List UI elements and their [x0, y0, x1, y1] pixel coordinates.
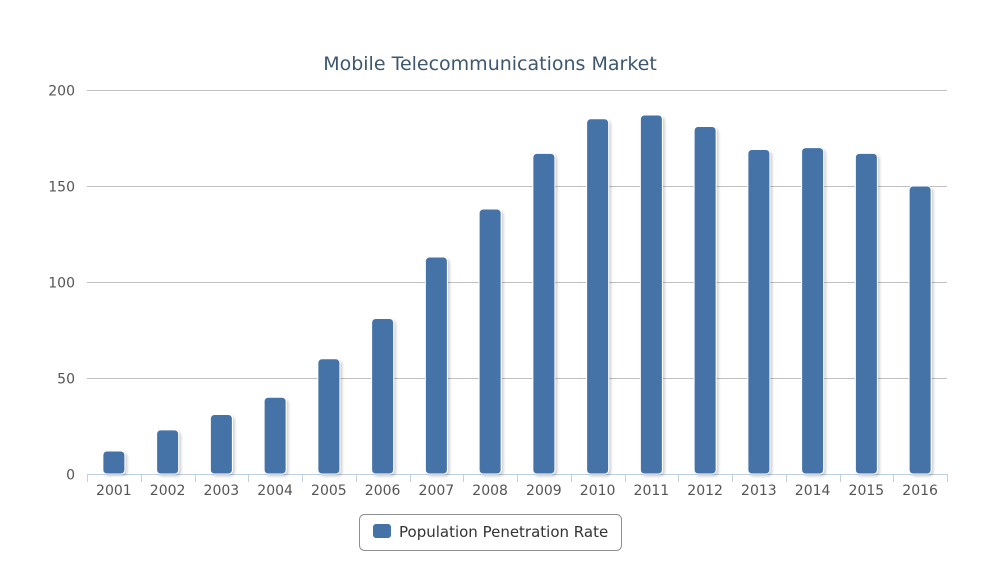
bar-2013[interactable] [747, 149, 771, 475]
y-axis-ticks: 0 50 100 150 200 [48, 84, 75, 484]
x-tick-label: 2002 [150, 483, 186, 499]
y-tick-label: 150 [48, 180, 75, 196]
legend-swatch [373, 524, 391, 538]
bar-2006[interactable] [371, 317, 395, 475]
x-tick-label: 2016 [902, 483, 938, 499]
bar-2007[interactable] [424, 256, 448, 475]
bar-2002[interactable] [156, 429, 180, 475]
x-tick-label: 2012 [687, 483, 723, 499]
bar-2009[interactable] [532, 152, 556, 475]
chart-title: Mobile Telecommunications Market [323, 53, 657, 75]
bar-2003[interactable] [209, 413, 233, 475]
bar-2011[interactable] [639, 114, 663, 475]
x-tick-label: 2008 [472, 483, 508, 499]
bar-2005[interactable] [317, 358, 341, 475]
x-tick-label: 2004 [257, 483, 293, 499]
y-tick-label: 0 [66, 468, 75, 484]
x-tick-label: 2003 [204, 483, 240, 499]
x-axis: 2001 2002 2003 2004 2005 2006 2007 2008 2009 2010… [87, 474, 948, 499]
bar-series[interactable] [102, 114, 932, 475]
bar-2016[interactable] [908, 185, 932, 475]
x-tick-label: 2011 [634, 483, 670, 499]
bar-2012[interactable] [693, 125, 717, 475]
x-tick-label: 2014 [795, 483, 831, 499]
bar-2015[interactable] [854, 152, 878, 475]
legend-box [359, 514, 622, 551]
legend-label[interactable]: Population Penetration Rate [399, 523, 608, 541]
legend[interactable]: Population Penetration Rate [359, 514, 622, 551]
x-tick-label: 2009 [526, 483, 562, 499]
x-tick-label: 2010 [580, 483, 616, 499]
x-tick-label: 2015 [849, 483, 885, 499]
bar-2010[interactable] [586, 118, 610, 475]
x-tick-label: 2013 [741, 483, 777, 499]
bar-2004[interactable] [263, 396, 287, 475]
x-tick-label: 2006 [365, 483, 401, 499]
x-tick-label: 2001 [96, 483, 132, 499]
x-tick-label: 2005 [311, 483, 347, 499]
y-tick-label: 100 [48, 276, 75, 292]
bar-2014[interactable] [801, 147, 825, 475]
x-tick-label: 2007 [419, 483, 455, 499]
y-tick-label: 50 [57, 372, 75, 388]
y-tick-label: 200 [48, 84, 75, 100]
bar-2008[interactable] [478, 208, 502, 475]
bar-2001[interactable] [102, 450, 126, 475]
